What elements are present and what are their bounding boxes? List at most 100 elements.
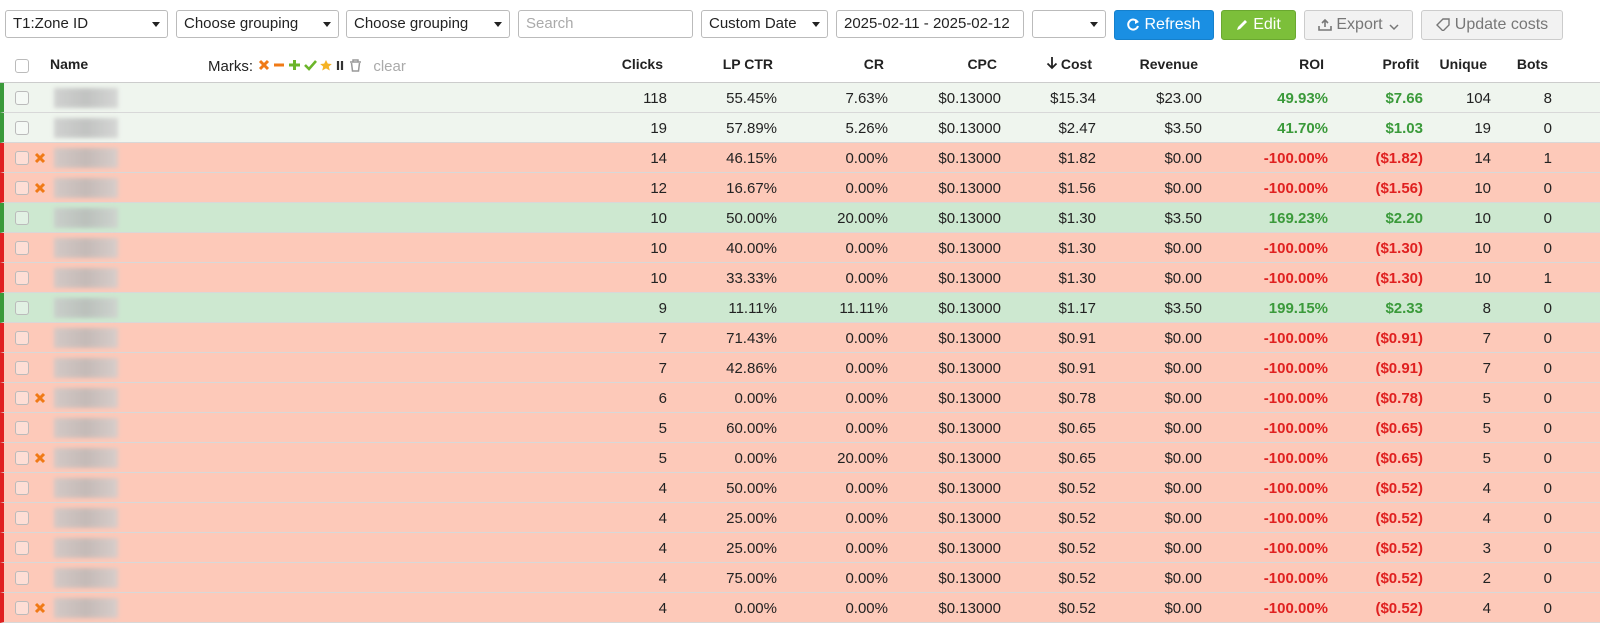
button-label: Refresh xyxy=(1144,16,1201,33)
cell: 33.33% xyxy=(726,270,777,287)
cell: 0 xyxy=(1543,180,1552,197)
cell: 14 xyxy=(650,150,667,167)
name-header[interactable]: Name xyxy=(50,56,89,72)
table-row[interactable]: 4 0.00% 0.00% $0.13000 $0.52 $0.00 -100.00% ($0… xyxy=(0,593,1600,623)
extra-select[interactable] xyxy=(1032,10,1106,38)
row-mark xyxy=(34,452,46,464)
cell: 46.15% xyxy=(726,150,777,167)
column-header[interactable]: Profit xyxy=(1382,56,1419,72)
select-all-checkbox[interactable] xyxy=(15,59,29,73)
cell: 0.00% xyxy=(845,570,888,587)
refresh-icon xyxy=(1127,18,1140,31)
cell: $0.13000 xyxy=(938,540,1001,557)
table-row[interactable]: 10 40.00% 0.00% $0.13000 $1.30 $0.00 -100.00% (… xyxy=(0,233,1600,263)
export-button[interactable]: Export xyxy=(1304,10,1413,40)
row-checkbox[interactable] xyxy=(15,181,29,195)
cell: 0.00% xyxy=(734,390,777,407)
mark-x[interactable] xyxy=(259,59,270,71)
blurred-name xyxy=(54,148,118,168)
grouping-select[interactable]: Choose grouping xyxy=(346,10,510,38)
table-row[interactable]: 7 71.43% 0.00% $0.13000 $0.91 $0.00 -100.00% ($… xyxy=(0,323,1600,353)
row-checkbox[interactable] xyxy=(15,601,29,615)
table-row[interactable]: 5 0.00% 20.00% $0.13000 $0.65 $0.00 -100.00% ($… xyxy=(0,443,1600,473)
grouping-select[interactable]: T1:Zone ID xyxy=(5,10,168,38)
refresh-button[interactable]: Refresh xyxy=(1114,10,1214,40)
row-checkbox[interactable] xyxy=(15,151,29,165)
select-text: T1:Zone ID xyxy=(13,15,89,32)
cell: 20.00% xyxy=(837,210,888,227)
table-row[interactable]: 10 50.00% 20.00% $0.13000 $1.30 $3.50 169.23% $… xyxy=(0,203,1600,233)
blurred-name xyxy=(54,538,118,558)
row-mark xyxy=(34,152,46,164)
cell: $7.66 xyxy=(1385,90,1423,107)
row-checkbox[interactable] xyxy=(15,91,29,105)
table-row[interactable]: 19 57.89% 5.26% $0.13000 $2.47 $3.50 41.70% $1.… xyxy=(0,113,1600,143)
row-checkbox[interactable] xyxy=(15,301,29,315)
grouping-select[interactable]: Choose grouping xyxy=(176,10,339,38)
table-row[interactable]: 9 11.11% 11.11% $0.13000 $1.17 $3.50 199.15% $2… xyxy=(0,293,1600,323)
table-row[interactable]: 4 75.00% 0.00% $0.13000 $0.52 $0.00 -100.00% ($… xyxy=(0,563,1600,593)
row-checkbox[interactable] xyxy=(15,451,29,465)
date-range-input[interactable]: 2025-02-11 - 2025-02-12 xyxy=(836,10,1024,38)
cell: ($0.91) xyxy=(1375,360,1423,377)
clear-marks[interactable]: clear xyxy=(373,58,406,75)
column-header[interactable]: ROI xyxy=(1299,56,1324,72)
cell: -100.00% xyxy=(1263,360,1328,377)
table-row[interactable]: 7 42.86% 0.00% $0.13000 $0.91 $0.00 -100.00% ($… xyxy=(0,353,1600,383)
table-row[interactable]: 118 55.45% 7.63% $0.13000 $15.34 $23.00 49.93%… xyxy=(0,83,1600,113)
column-header[interactable]: Bots xyxy=(1516,56,1548,72)
table-row[interactable]: 4 25.00% 0.00% $0.13000 $0.52 $0.00 -100.00% ($… xyxy=(0,503,1600,533)
mark-pause[interactable] xyxy=(337,61,344,70)
table-row[interactable]: 12 16.67% 0.00% $0.13000 $1.56 $0.00 -100.00% (… xyxy=(0,173,1600,203)
export-icon xyxy=(1318,18,1333,31)
cell: 57.89% xyxy=(726,120,777,137)
table-row[interactable]: 6 0.00% 0.00% $0.13000 $0.78 $0.00 -100.00% ($0… xyxy=(0,383,1600,413)
cell: -100.00% xyxy=(1263,180,1328,197)
row-checkbox[interactable] xyxy=(15,361,29,375)
table-row[interactable]: 4 50.00% 0.00% $0.13000 $0.52 $0.00 -100.00% ($… xyxy=(0,473,1600,503)
table-row[interactable]: 10 33.33% 0.00% $0.13000 $1.30 $0.00 -100.00% (… xyxy=(0,263,1600,293)
column-header[interactable]: Clicks xyxy=(621,56,663,72)
row-checkbox[interactable] xyxy=(15,511,29,525)
column-header[interactable]: Cost xyxy=(1060,56,1092,72)
cell: 1 xyxy=(1543,150,1552,167)
table-row[interactable]: 14 46.15% 0.00% $0.13000 $1.82 $0.00 -100.00% (… xyxy=(0,143,1600,173)
date-mode-select[interactable]: Custom Date xyxy=(701,10,828,38)
table-row[interactable]: 5 60.00% 0.00% $0.13000 $0.65 $0.00 -100.00% ($… xyxy=(0,413,1600,443)
edit-button[interactable]: Edit xyxy=(1221,10,1296,40)
row-checkbox[interactable] xyxy=(15,331,29,345)
column-header[interactable]: Unique xyxy=(1439,56,1487,72)
cell: -100.00% xyxy=(1263,420,1328,437)
cell: 0.00% xyxy=(845,390,888,407)
column-header[interactable]: CR xyxy=(863,56,884,72)
update-costs-button[interactable]: Update costs xyxy=(1421,10,1563,40)
row-checkbox[interactable] xyxy=(15,121,29,135)
cell: 4 xyxy=(658,510,667,527)
column-header[interactable]: Revenue xyxy=(1139,56,1198,72)
cell: $0.13000 xyxy=(938,210,1001,227)
row-checkbox[interactable] xyxy=(15,211,29,225)
row-checkbox[interactable] xyxy=(15,271,29,285)
cell: 0.00% xyxy=(734,450,777,467)
cell: ($0.52) xyxy=(1375,570,1423,587)
cell: $0.00 xyxy=(1164,510,1202,527)
cell: $0.00 xyxy=(1164,420,1202,437)
row-checkbox[interactable] xyxy=(15,391,29,405)
row-checkbox[interactable] xyxy=(15,421,29,435)
column-header[interactable]: LP CTR xyxy=(722,56,773,72)
blurred-name xyxy=(54,568,118,588)
column-header[interactable]: CPC xyxy=(967,56,997,72)
cell: $0.13000 xyxy=(938,420,1001,437)
row-checkbox[interactable] xyxy=(15,541,29,555)
cell: -100.00% xyxy=(1263,480,1328,497)
search-input[interactable]: Search xyxy=(518,10,693,38)
mark-plus[interactable] xyxy=(289,60,301,70)
table-row[interactable]: 4 25.00% 0.00% $0.13000 $0.52 $0.00 -100.00% ($… xyxy=(0,533,1600,563)
row-checkbox[interactable] xyxy=(15,571,29,585)
mark-trash[interactable] xyxy=(350,59,362,72)
row-checkbox[interactable] xyxy=(15,241,29,255)
row-checkbox[interactable] xyxy=(15,481,29,495)
mark-check[interactable] xyxy=(304,60,318,71)
cell: 10 xyxy=(1474,180,1491,197)
mark-star[interactable] xyxy=(320,60,332,71)
